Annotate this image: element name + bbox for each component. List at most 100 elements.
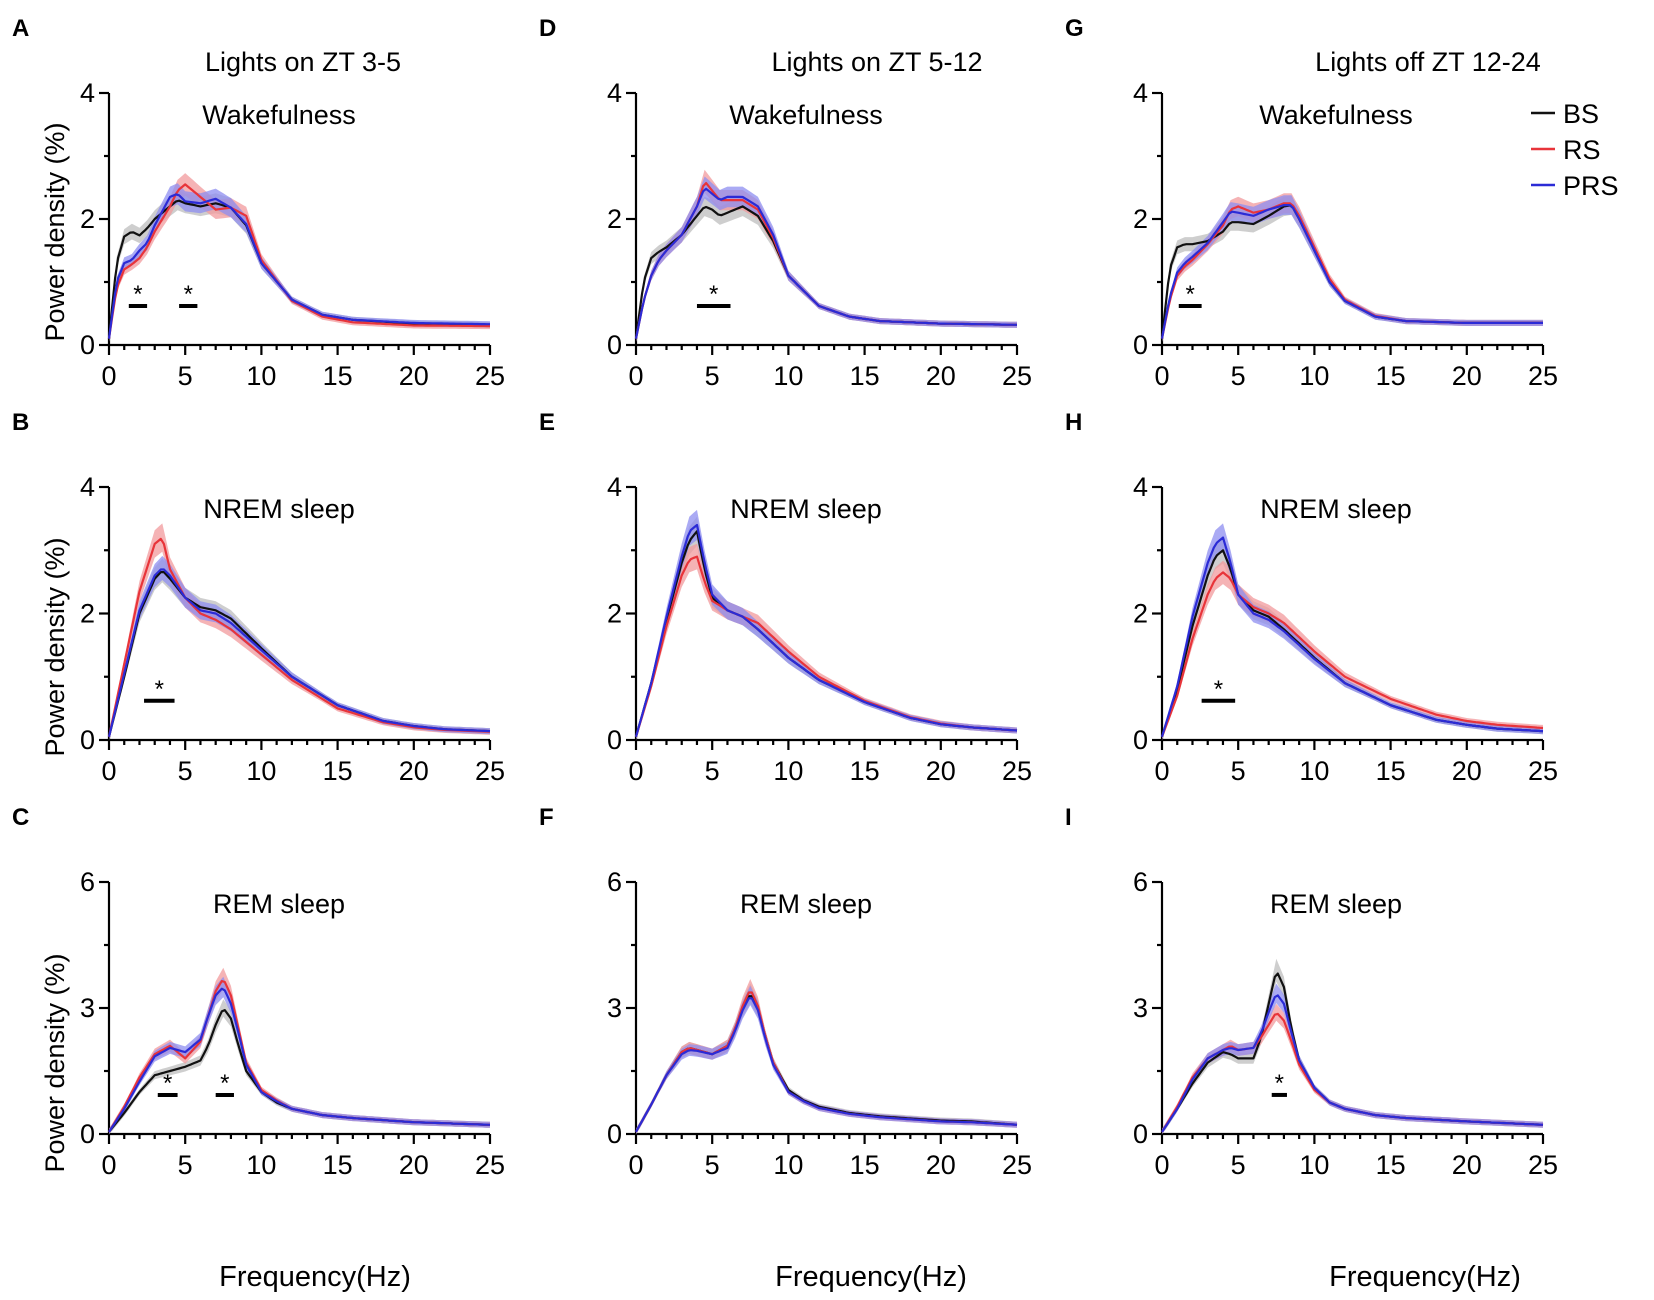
panel-title-c: REM sleep	[213, 889, 345, 919]
y-tick-label: 0	[1133, 725, 1148, 755]
panel-label-h: H	[1065, 409, 1082, 436]
y-tick-label: 3	[1133, 993, 1148, 1023]
x-tick-label: 0	[101, 1150, 116, 1180]
band-prs	[109, 183, 490, 342]
line-bs	[107, 570, 491, 738]
x-tick-label: 5	[705, 1150, 720, 1180]
band-rs	[1162, 1003, 1543, 1134]
legend-label-prs: PRS	[1563, 171, 1619, 201]
x-axis-label-col-3: Frequency(Hz)	[1329, 1261, 1521, 1293]
x-tick-label: 25	[475, 756, 505, 786]
x-tick-label: 15	[850, 756, 880, 786]
y-tick-label: 4	[607, 78, 622, 108]
panel-title-a: Wakefulness	[202, 100, 356, 130]
y-tick-label: 0	[80, 330, 95, 360]
band-rs	[636, 543, 1017, 740]
line-prs	[634, 523, 1018, 738]
y-tick-label: 4	[80, 78, 95, 108]
x-tick-label: 0	[101, 361, 116, 391]
y-tick-label: 2	[1133, 204, 1148, 234]
y-tick-label: 2	[607, 204, 622, 234]
y-tick-label: 6	[80, 867, 95, 897]
x-tick-label: 10	[1299, 1150, 1329, 1180]
x-tick-label: 20	[926, 361, 956, 391]
x-tick-label: 10	[246, 756, 276, 786]
column-title-2: Lights on ZT 5-12	[771, 47, 982, 77]
line-rs	[634, 555, 1018, 738]
panel-h: H NREM sleep 0 2 4 0 5 10 15 20 25 *	[1065, 409, 1558, 786]
x-tick-label: 0	[1154, 1150, 1169, 1180]
y-tick-label: 4	[607, 472, 622, 502]
x-tick-label: 0	[628, 1150, 643, 1180]
column-title-3: Lights off ZT 12-24	[1315, 47, 1541, 77]
x-tick-label: 5	[1231, 1150, 1246, 1180]
significance-star: *	[133, 281, 142, 308]
y-tick-label: 4	[80, 472, 95, 502]
line-prs	[634, 187, 1017, 339]
band-rs	[1162, 193, 1543, 342]
x-tick-label: 20	[926, 756, 956, 786]
y-tick-label: 0	[607, 330, 622, 360]
x-tick-label: 10	[246, 1150, 276, 1180]
x-tick-label: 25	[1002, 756, 1032, 786]
band-prs	[1162, 195, 1543, 342]
line-prs	[1160, 536, 1544, 738]
x-tick-label: 5	[705, 361, 720, 391]
line-rs	[1160, 571, 1544, 738]
x-tick-label: 25	[475, 361, 505, 391]
line-prs	[107, 568, 491, 738]
x-tick-label: 20	[1452, 756, 1482, 786]
x-tick-label: 5	[705, 756, 720, 786]
x-tick-label: 10	[1299, 756, 1329, 786]
band-prs	[636, 985, 1017, 1134]
x-tick-label: 5	[1231, 361, 1246, 391]
panel-label-e: E	[539, 409, 555, 436]
x-tick-label: 20	[399, 756, 429, 786]
panel-label-i: I	[1065, 804, 1072, 831]
x-tick-label: 15	[850, 361, 880, 391]
y-tick-label: 3	[80, 993, 95, 1023]
x-tick-label: 20	[399, 1150, 429, 1180]
y-tick-label: 4	[1133, 78, 1148, 108]
line-prs	[1161, 994, 1544, 1133]
x-tick-label: 5	[178, 361, 193, 391]
legend-label-rs: RS	[1563, 135, 1601, 165]
x-tick-label: 10	[246, 361, 276, 391]
x-tick-label: 5	[178, 756, 193, 786]
x-axis-label-col-2: Frequency(Hz)	[775, 1261, 967, 1293]
significance-star: *	[220, 1070, 229, 1097]
y-tick-label: 0	[607, 1119, 622, 1149]
significance-star: *	[709, 281, 718, 308]
y-tick-label: 0	[1133, 330, 1148, 360]
band-bs	[1162, 195, 1543, 342]
x-tick-label: 15	[850, 1150, 880, 1180]
significance-star: *	[184, 281, 193, 308]
panel-label-b: B	[12, 409, 29, 436]
panel-g: G Wakefulness 0 2 4 0 5 10 15 20 25 *	[1065, 15, 1558, 391]
y-tick-label: 2	[607, 599, 622, 629]
panel-title-i: REM sleep	[1270, 889, 1402, 919]
band-bs	[109, 999, 490, 1134]
panel-label-c: C	[12, 804, 29, 831]
x-tick-label: 20	[926, 1150, 956, 1180]
x-tick-label: 20	[399, 361, 429, 391]
panel-d: D Wakefulness 0 2 4 0 5 10 15 20 25 *	[539, 15, 1032, 391]
x-tick-label: 0	[628, 756, 643, 786]
x-tick-label: 20	[1452, 361, 1482, 391]
band-bs	[109, 558, 490, 740]
significance-star: *	[1214, 676, 1223, 703]
panel-title-e: NREM sleep	[730, 494, 882, 524]
line-prs	[107, 193, 490, 339]
x-tick-label: 15	[1376, 1150, 1406, 1180]
x-tick-label: 25	[1528, 1150, 1558, 1180]
y-tick-label: 0	[607, 725, 622, 755]
line-prs	[1160, 204, 1543, 339]
x-tick-label: 0	[1154, 756, 1169, 786]
y-tick-label: 0	[80, 1119, 95, 1149]
x-tick-label: 0	[1154, 361, 1169, 391]
line-prs	[108, 987, 491, 1133]
y-tick-label: 0	[1133, 1119, 1148, 1149]
x-tick-label: 15	[323, 756, 353, 786]
